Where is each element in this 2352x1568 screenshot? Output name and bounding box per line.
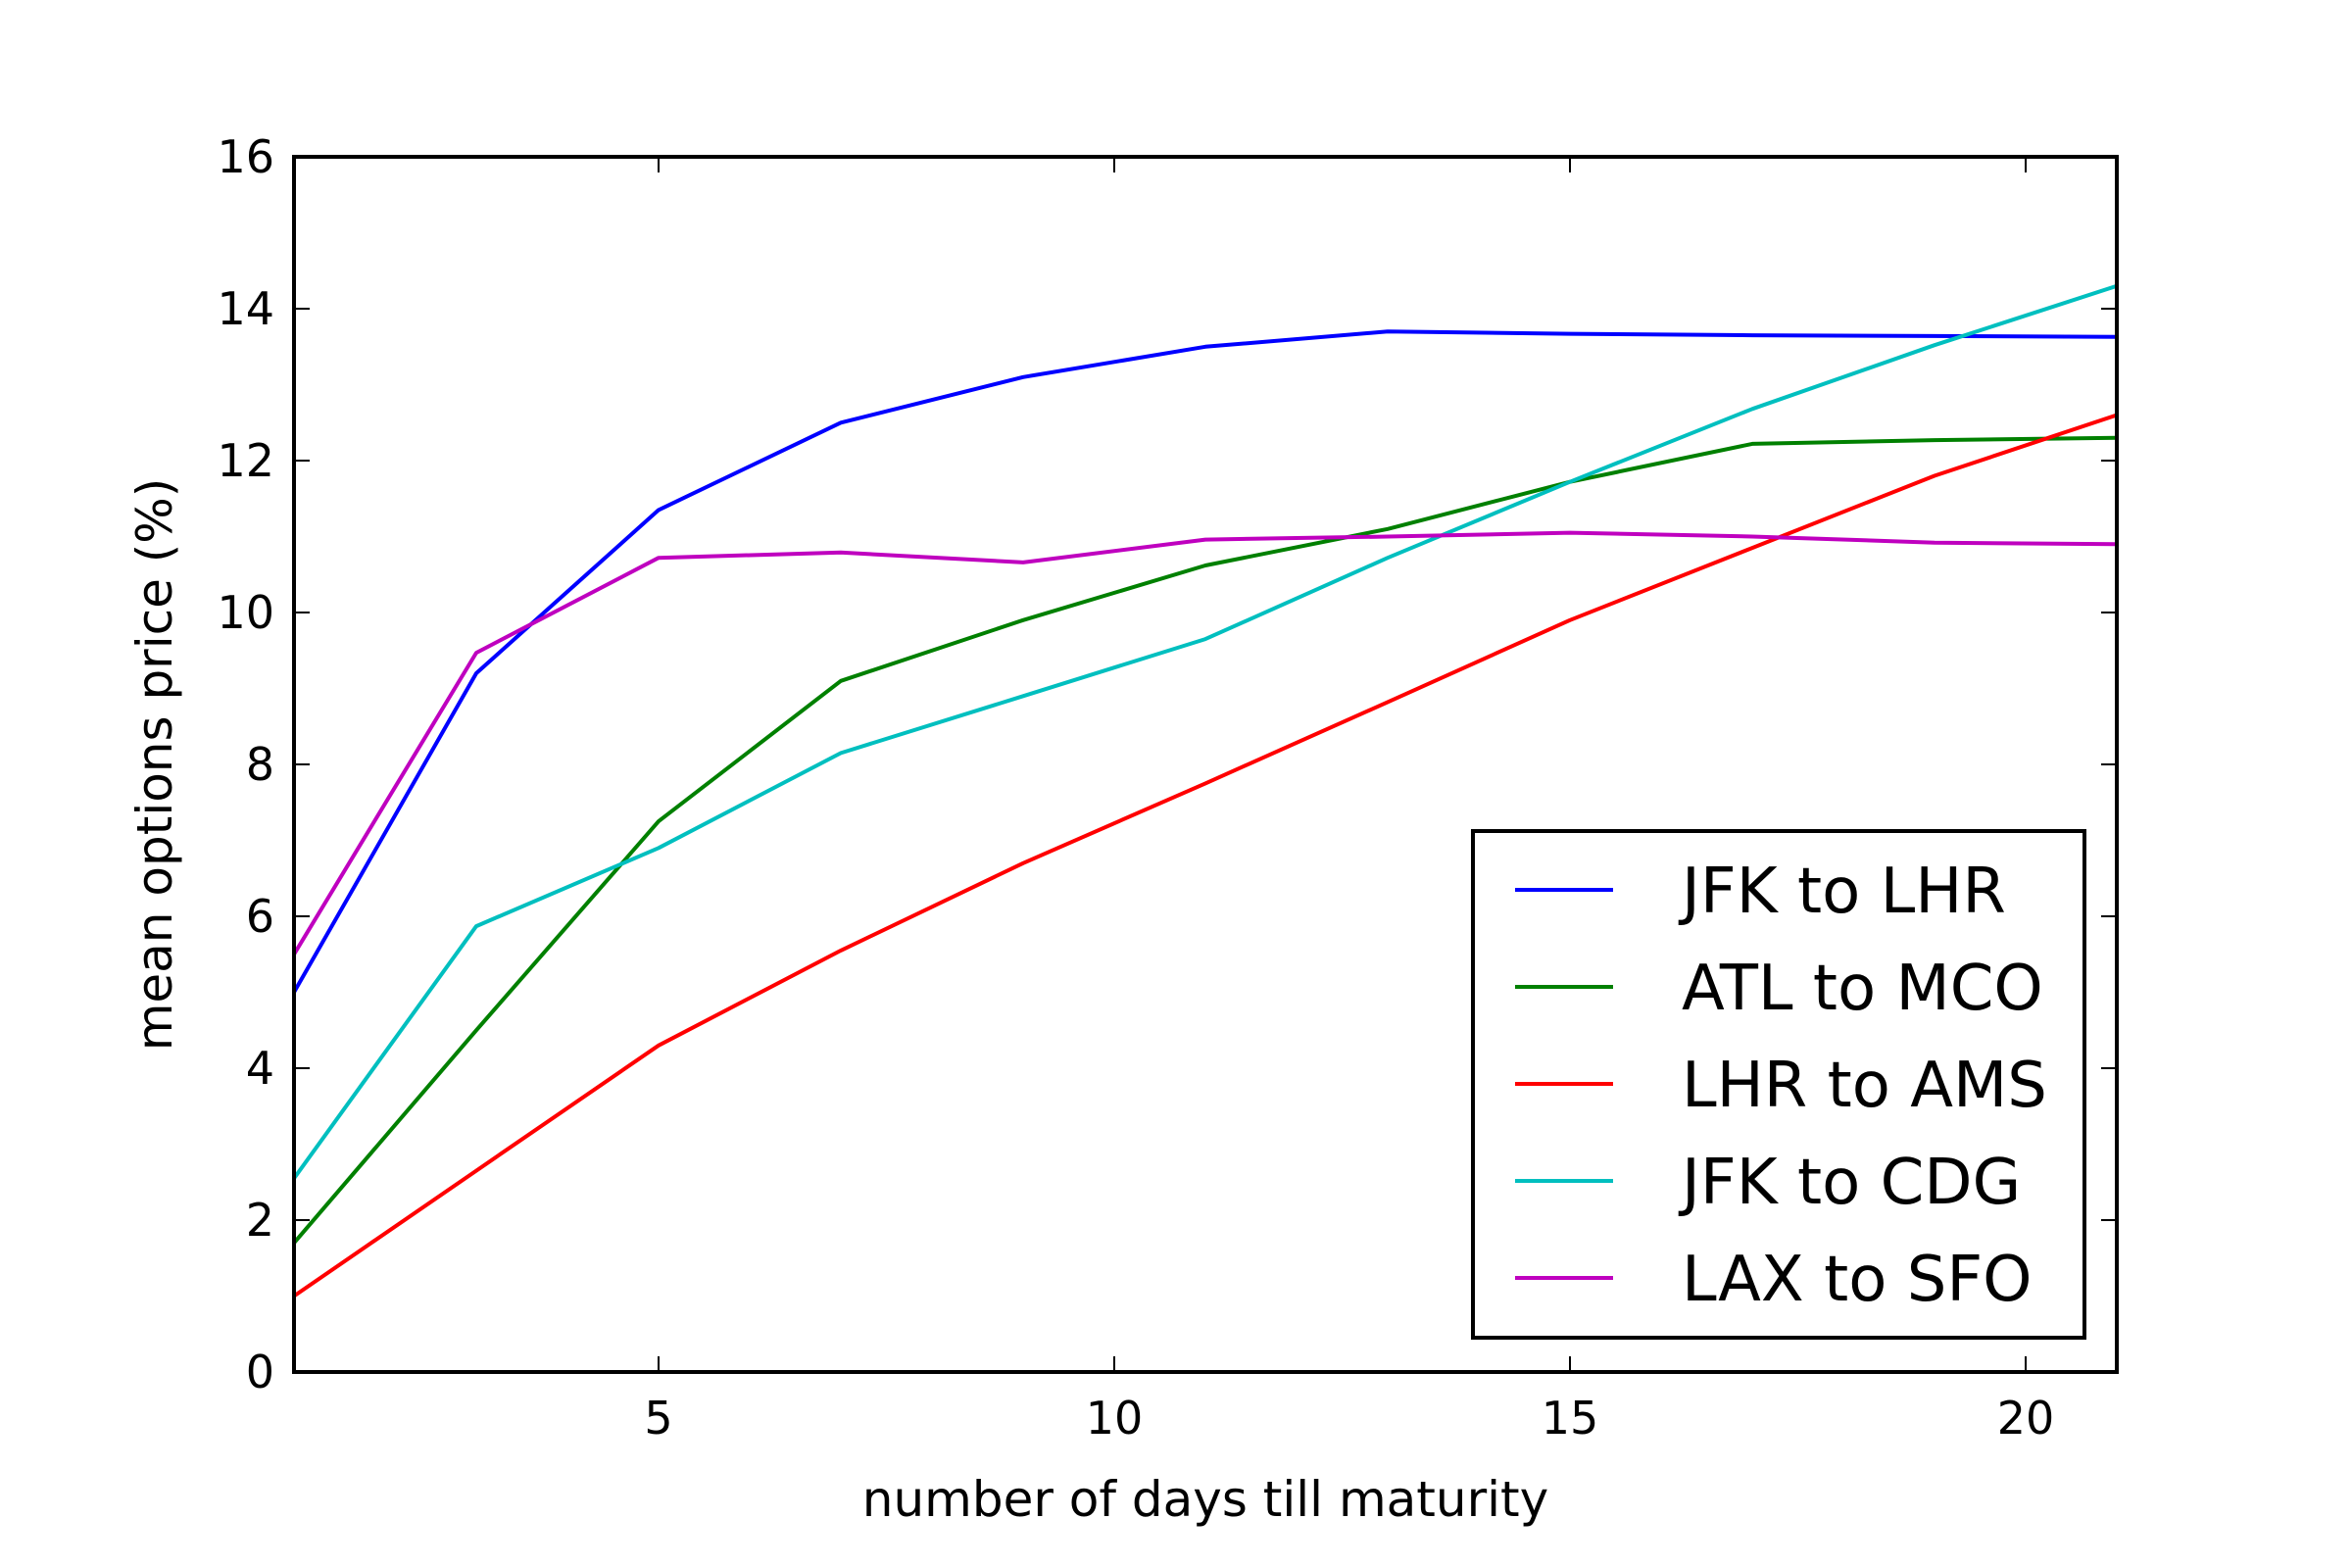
legend-label: LAX to SFO [1682, 1244, 2033, 1316]
series-line-1 [292, 435, 2118, 1245]
series-line-2 [292, 413, 2118, 1298]
y-tick-label: 6 [246, 890, 274, 943]
x-tick-label: 5 [644, 1392, 672, 1445]
axis-tick-labels: 5 10 15 20 0 2 4 6 8 10 12 14 16 [217, 130, 2054, 1445]
legend-entries: JFK to LHR ATL to MCO LHR to AMS JFK to CDG… [1515, 856, 2047, 1316]
y-tick-label: 2 [246, 1194, 274, 1247]
plot-lines [292, 283, 2118, 1298]
legend: JFK to LHR ATL to MCO LHR to AMS JFK to CDG… [1471, 829, 2086, 1340]
x-tick-label: 20 [1997, 1392, 2055, 1445]
legend-label: JFK to LHR [1678, 856, 2006, 928]
series-line-0 [292, 329, 2118, 994]
legend-label: JFK to CDG [1678, 1147, 2021, 1219]
y-tick-label: 12 [217, 434, 274, 487]
x-tick-label: 10 [1086, 1392, 1144, 1445]
legend-label: LHR to AMS [1682, 1050, 2047, 1122]
series-line-3 [292, 283, 2118, 1180]
y-tick-label: 4 [246, 1042, 274, 1095]
series-line-4 [292, 530, 2118, 956]
axis-ticks [294, 156, 2117, 1373]
x-tick-label: 15 [1542, 1392, 1599, 1445]
y-axis-label: mean options price (%) [126, 478, 183, 1052]
y-tick-label: 0 [246, 1346, 274, 1398]
legend-label: ATL to MCO [1682, 953, 2043, 1025]
y-tick-label: 14 [217, 282, 274, 335]
y-tick-label: 8 [246, 738, 274, 791]
y-tick-label: 10 [217, 586, 274, 639]
y-tick-label: 16 [217, 130, 274, 183]
x-axis-label: number of days till maturity [862, 1471, 1549, 1528]
